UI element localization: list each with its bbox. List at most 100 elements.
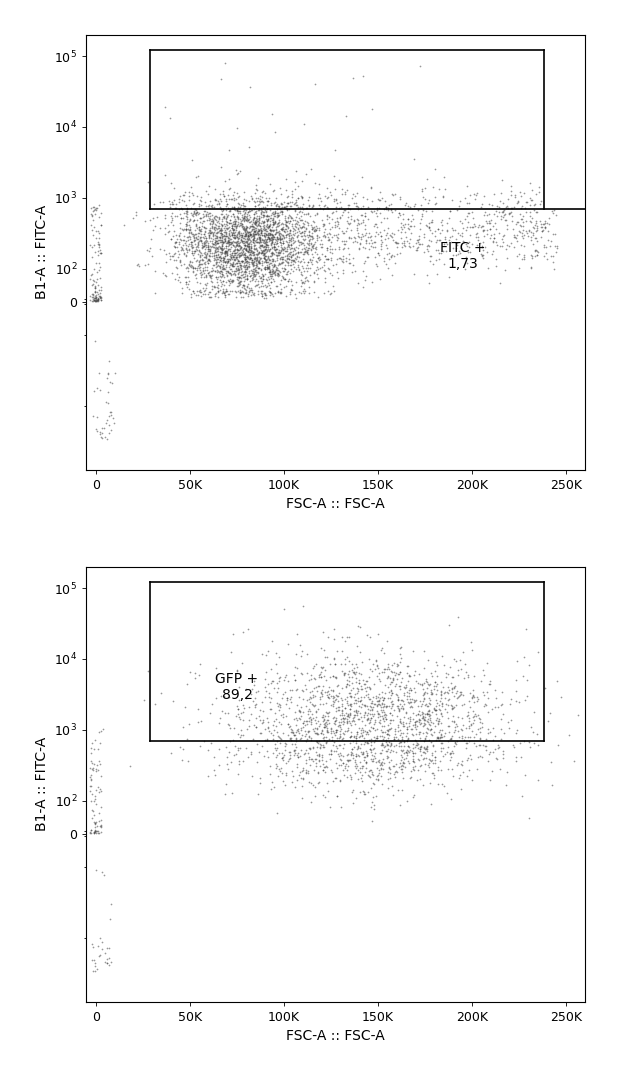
Point <box>330 240 340 258</box>
Point <box>242 230 252 247</box>
Point <box>314 774 324 791</box>
Point <box>348 688 358 705</box>
Point <box>379 663 389 680</box>
Point <box>427 751 437 769</box>
Point <box>358 783 368 800</box>
Point <box>244 139 254 156</box>
Point <box>278 262 288 279</box>
Point <box>208 213 218 231</box>
Point <box>220 284 230 301</box>
Point <box>465 728 475 745</box>
Point <box>384 740 394 757</box>
Point <box>257 249 267 266</box>
Point <box>497 743 507 760</box>
Point <box>217 263 227 280</box>
Point <box>171 234 181 251</box>
Point <box>516 199 526 217</box>
Point <box>239 212 249 230</box>
Point <box>223 264 233 281</box>
Point <box>375 711 385 729</box>
Point <box>265 262 275 279</box>
Point <box>386 734 396 751</box>
Point <box>478 661 488 678</box>
Point <box>469 185 479 203</box>
Point <box>244 223 254 240</box>
Point <box>394 697 404 715</box>
Point <box>467 722 477 740</box>
Point <box>232 208 242 225</box>
Point <box>241 284 251 301</box>
Point <box>463 749 473 766</box>
Point <box>234 679 244 696</box>
Point <box>289 251 299 268</box>
Point <box>226 266 236 284</box>
Point <box>328 697 338 715</box>
Point <box>266 225 276 243</box>
Point <box>388 247 397 264</box>
Point <box>462 178 472 195</box>
Point <box>446 730 456 747</box>
Point <box>369 740 379 757</box>
Point <box>190 168 200 185</box>
Point <box>360 272 370 289</box>
Point <box>188 260 198 277</box>
Point <box>312 220 322 237</box>
Point <box>240 236 250 253</box>
Point <box>342 672 352 689</box>
Point <box>384 727 394 744</box>
Point <box>358 786 368 803</box>
Point <box>254 223 264 240</box>
Point <box>313 249 323 266</box>
Point <box>221 243 231 260</box>
Point <box>158 264 168 281</box>
Point <box>349 194 359 211</box>
Point <box>194 220 204 237</box>
Point <box>211 244 221 261</box>
Point <box>319 710 329 728</box>
Point <box>204 227 214 245</box>
Point <box>293 745 303 762</box>
Point <box>428 769 438 786</box>
Point <box>243 621 253 638</box>
Point <box>332 787 342 804</box>
Point <box>265 220 275 237</box>
Point <box>330 713 340 730</box>
Point <box>227 219 237 236</box>
Point <box>174 268 184 286</box>
Point <box>267 245 277 262</box>
Point <box>219 245 229 262</box>
Point <box>106 404 116 421</box>
Point <box>263 642 273 660</box>
Point <box>195 258 205 275</box>
Point <box>260 233 270 250</box>
Point <box>320 715 330 732</box>
Point <box>150 695 160 713</box>
Point <box>360 734 370 751</box>
Point <box>190 235 200 252</box>
Point <box>379 695 389 713</box>
Point <box>216 217 226 234</box>
Point <box>281 243 291 260</box>
Point <box>331 226 341 244</box>
Point <box>482 225 492 243</box>
Point <box>482 654 492 672</box>
Point <box>200 253 210 271</box>
Point <box>441 223 451 240</box>
Point <box>219 226 229 244</box>
Point <box>371 652 381 669</box>
Point <box>239 246 249 263</box>
Point <box>339 710 349 728</box>
Point <box>270 223 280 240</box>
Point <box>227 257 237 274</box>
Point <box>527 192 537 209</box>
Point <box>308 220 318 237</box>
Point <box>471 186 480 204</box>
Point <box>239 207 249 224</box>
Point <box>236 284 246 301</box>
Point <box>462 707 472 724</box>
Point <box>252 234 262 251</box>
Point <box>285 194 295 211</box>
Point <box>256 208 266 225</box>
Point <box>371 754 381 771</box>
Point <box>242 254 252 272</box>
